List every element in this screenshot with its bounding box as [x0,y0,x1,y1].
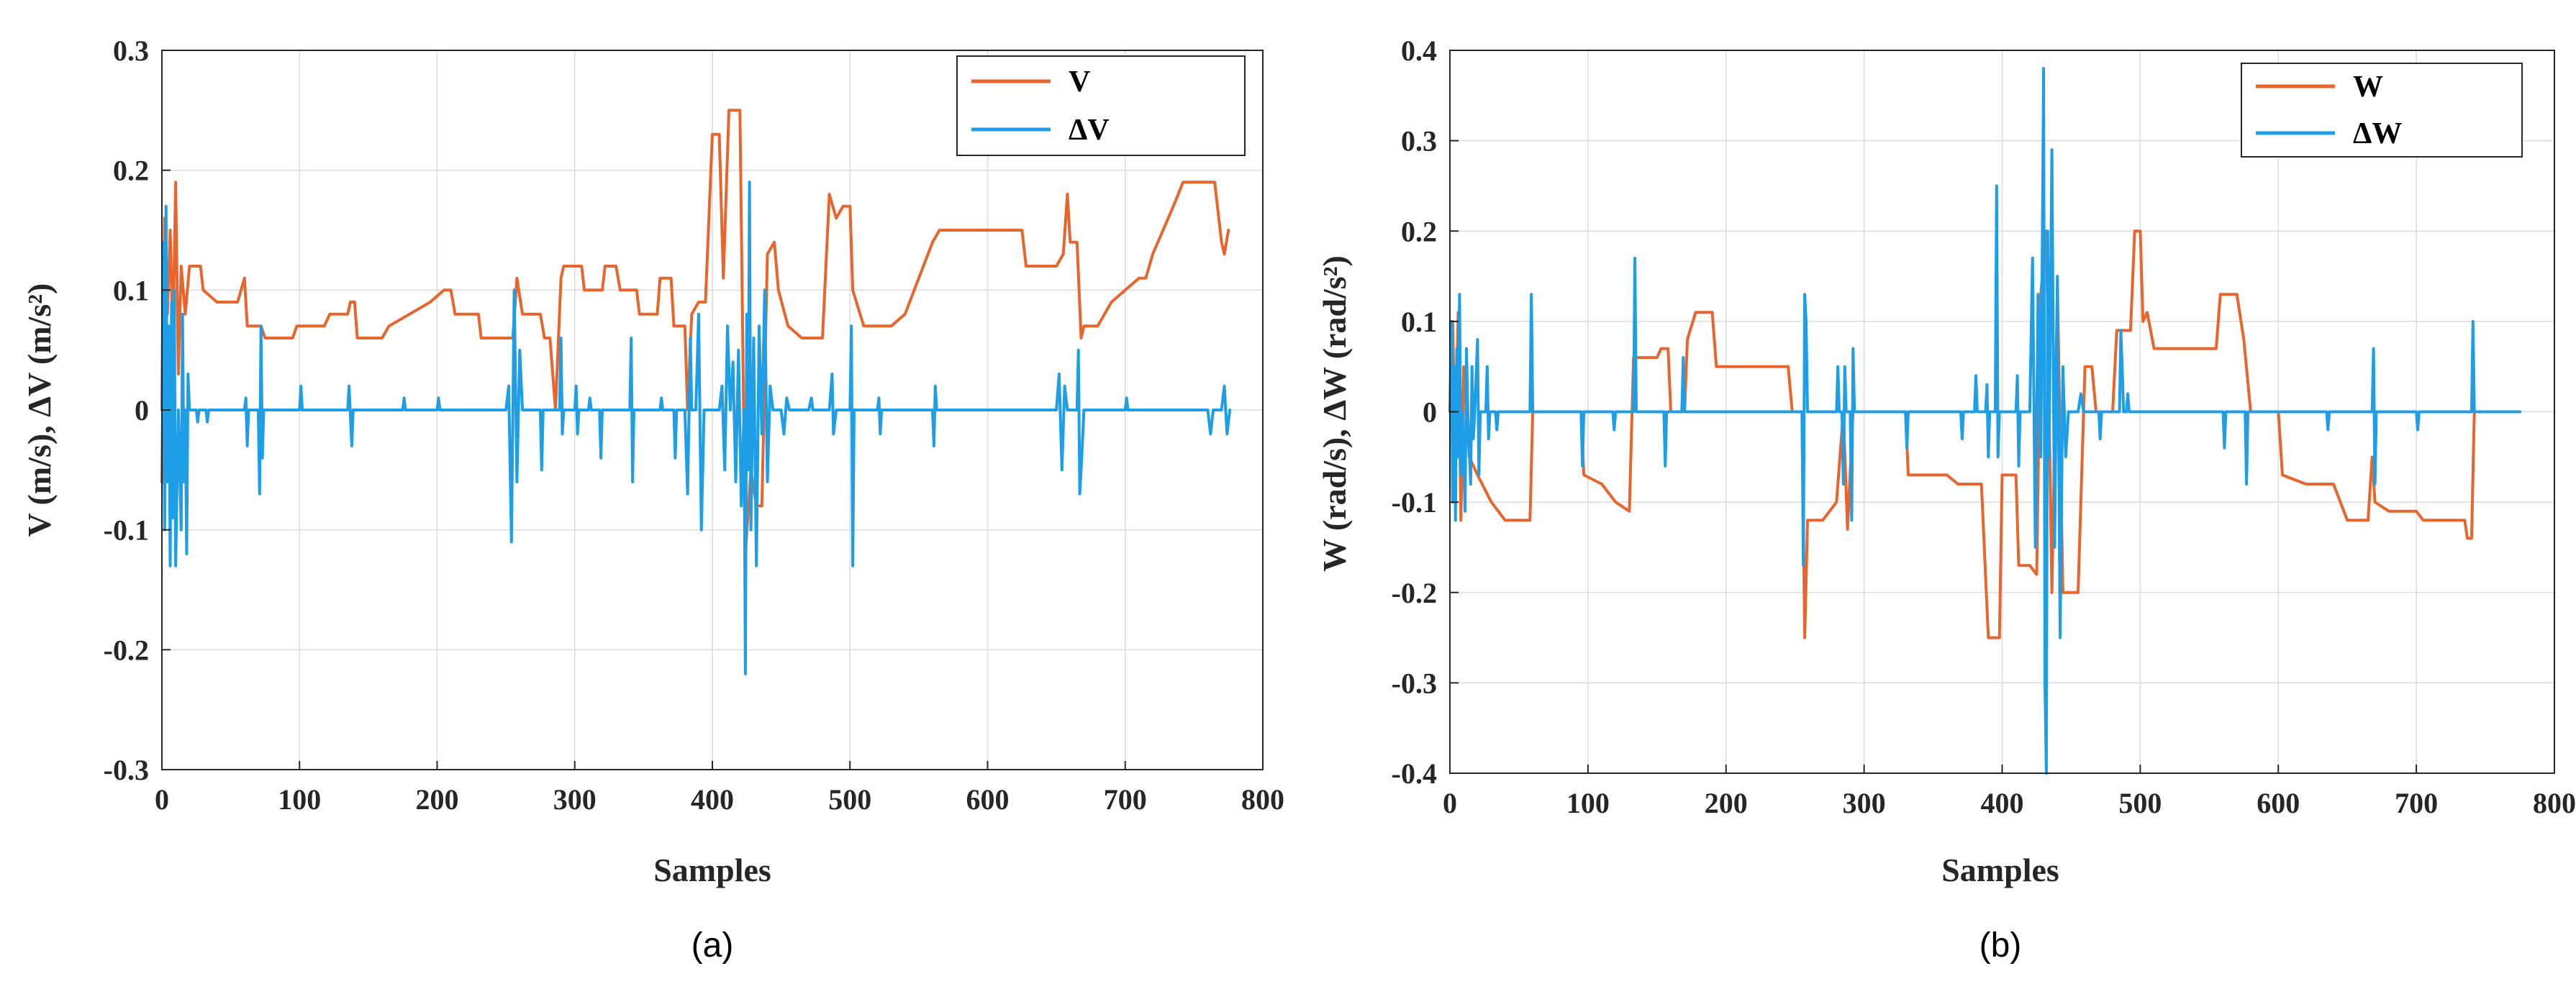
chart-a-x-tick-label: 100 [278,783,321,816]
chart-a-y-tick-label: -0.2 [104,634,149,666]
chart-b-x-tick-label: 0 [1443,787,1457,819]
chart-a-y-tick-label: 0 [135,394,149,427]
chart-a-series [160,109,1232,675]
chart-b-x-tick-label: 700 [2395,787,2438,819]
chart-b-x-tick-label: 800 [2533,787,2576,819]
chart-b-x-tick-label: 400 [1981,787,2024,819]
chart-b-y-tick-label: -0.3 [1392,667,1437,699]
chart-b-series-delta-line [1448,67,2521,775]
chart-a-y-tick-label: 0.3 [113,35,149,67]
chart-b-y-tick-label: 0 [1423,396,1437,429]
chart-b: 0 100 200 300 400 500 600 700 800 -0.4-0.3-0.2-0… [1316,35,2576,965]
chart-a-series-delta-line [160,181,1232,675]
chart-a-y-ticks: -0.3 -0.2 -0.1 0 0.1 0.2 0.3 [104,35,171,786]
chart-a-x-tick-label: 800 [1241,783,1284,816]
chart-b-x-ticks: 0 100 200 300 400 500 600 700 800 [1443,765,2576,819]
chart-b-legend: W ΔW [2241,63,2523,158]
chart-b-x-tick-label: 200 [1705,787,1748,819]
chart-a-caption: (a) [691,926,734,965]
chart-a-series-value-line [160,109,1230,555]
chart-b-x-tick-label: 600 [2257,787,2300,819]
chart-a-y-tick-label: 0.1 [113,274,149,306]
chart-b-y-tick-label: 0.3 [1401,125,1437,158]
chart-b-y-tick-label: 0.1 [1401,306,1437,338]
chart-a-x-tick-label: 600 [966,783,1010,816]
chart-a-y-axis-label: V (m/s), ΔV (m/s²) [21,283,58,537]
chart-b-y-tick-label: 0.2 [1401,215,1437,247]
chart-b-legend-label-w: W [2353,70,2383,104]
chart-b-legend-label-dw: ΔW [2353,117,2402,150]
chart-a-legend-label-v: V [1069,65,1090,99]
chart-b-series [1448,67,2521,775]
chart-b-y-tick-label: 0.4 [1401,35,1437,67]
chart-a-x-tick-label: 0 [155,783,169,816]
chart-a-y-tick-label: -0.3 [104,754,149,786]
chart-a-legend-box [956,55,1246,156]
chart-b-y-tick-label: -0.1 [1392,486,1437,519]
chart-b-x-tick-label: 300 [1843,787,1886,819]
chart-a-x-tick-label: 200 [416,783,459,816]
chart-a-legend: V ΔV [956,55,1246,156]
chart-a-x-ticks: 0 100 200 300 400 500 600 700 800 [155,761,1284,816]
chart-b-x-tick-label: 100 [1566,787,1610,819]
chart-a-x-tick-label: 300 [553,783,597,816]
chart-b-y-tick-label: -0.4 [1392,757,1437,790]
chart-b-y-axis-label: W (rad/s), ΔW (rad/s²) [1316,255,1353,572]
chart-b-x-axis-label: Samples [1941,852,2059,888]
chart-a-x-tick-label: 400 [691,783,734,816]
chart-b-y-ticks: -0.4 -0.3 -0.2 -0.1 0 0.1 0.2 0.3 0.4 [1392,35,1459,790]
chart-a-legend-label-dv: ΔV [1069,114,1110,147]
chart-b-x-tick-label: 500 [2118,787,2162,819]
chart-a: 0 100 200 300 400 500 600 700 800 -0.3-0.2-0.100… [21,35,1284,965]
chart-b-y-tick-label: -0.2 [1392,577,1437,609]
chart-a-y-tick-label: 0.2 [113,155,149,187]
chart-b-legend-box [2241,63,2523,158]
chart-a-x-tick-label: 500 [828,783,871,816]
chart-a-x-axis-label: Samples [653,852,771,888]
chart-a-y-tick-label: -0.1 [104,514,149,547]
chart-a-x-tick-label: 700 [1104,783,1147,816]
chart-b-series-value-line [1448,229,2521,639]
chart-b-caption: (b) [1979,926,2022,965]
